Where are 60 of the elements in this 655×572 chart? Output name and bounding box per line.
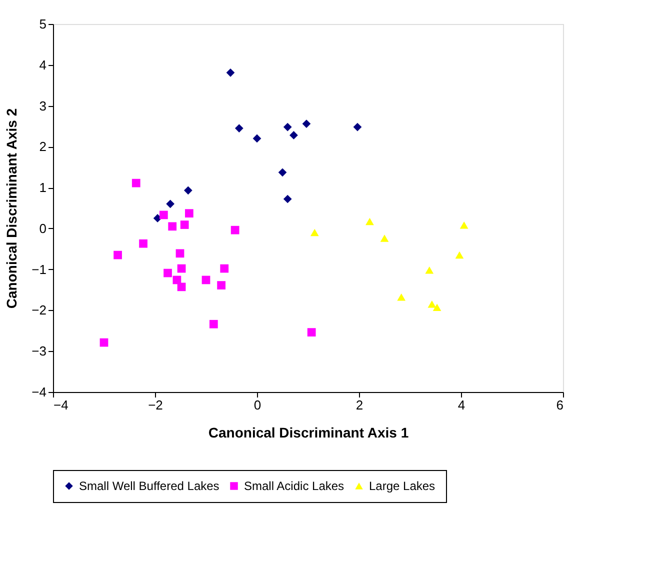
point	[397, 294, 406, 301]
point	[177, 264, 186, 273]
point	[184, 186, 192, 195]
x-tick-label: 0	[254, 398, 262, 412]
point	[230, 226, 240, 234]
point	[432, 304, 442, 311]
y-axis-title: Canonical Discriminant Axis 2	[4, 108, 20, 309]
y-tick-label: −2	[32, 302, 46, 318]
point	[226, 68, 235, 77]
y-tick-label: 5	[39, 16, 46, 32]
point	[290, 131, 298, 140]
y-tick-label: 4	[39, 57, 46, 72]
point	[460, 222, 468, 229]
point	[428, 300, 436, 308]
point	[283, 194, 292, 204]
point	[425, 266, 434, 274]
x-tick-label: 2	[356, 398, 364, 412]
y-tick-label: 0	[39, 220, 46, 236]
point	[302, 120, 311, 128]
point	[164, 268, 172, 278]
point	[252, 134, 262, 143]
point	[202, 276, 210, 284]
point	[278, 168, 287, 177]
y-tick-label: −1	[32, 262, 46, 277]
point	[139, 239, 148, 248]
y-tick-label: 2	[39, 139, 46, 154]
point	[353, 122, 362, 132]
point	[114, 250, 122, 260]
y-tick-label: 3	[39, 98, 46, 114]
point	[132, 178, 140, 188]
point	[234, 124, 244, 132]
point	[217, 281, 226, 290]
legend-label: Large Lakes	[369, 479, 436, 493]
point	[184, 209, 194, 218]
point	[172, 276, 182, 284]
point	[180, 220, 189, 229]
x-tick-label: −2	[148, 398, 163, 412]
point	[166, 200, 174, 208]
y-tick-label: 1	[39, 180, 46, 196]
x-tick-label: 4	[458, 398, 466, 412]
point	[168, 222, 177, 231]
point	[209, 320, 218, 328]
point	[366, 218, 374, 226]
x-tick-label: 6	[556, 398, 564, 412]
point	[310, 228, 319, 236]
point	[307, 328, 316, 336]
point	[220, 264, 229, 273]
point	[380, 234, 389, 242]
legend-label: Small Acidic Lakes	[244, 479, 344, 493]
point	[159, 210, 168, 220]
y-tick-label: −3	[32, 344, 46, 359]
x-tick-label: −4	[54, 398, 68, 412]
point	[100, 338, 108, 347]
point	[455, 251, 464, 259]
point	[177, 282, 186, 292]
y-tick-label: −4	[32, 384, 46, 400]
point	[176, 249, 184, 258]
point	[283, 122, 292, 132]
x-axis-title: Canonical Discriminant Axis 1	[208, 424, 409, 440]
legend-label: Small Well Buffered Lakes	[79, 479, 220, 493]
